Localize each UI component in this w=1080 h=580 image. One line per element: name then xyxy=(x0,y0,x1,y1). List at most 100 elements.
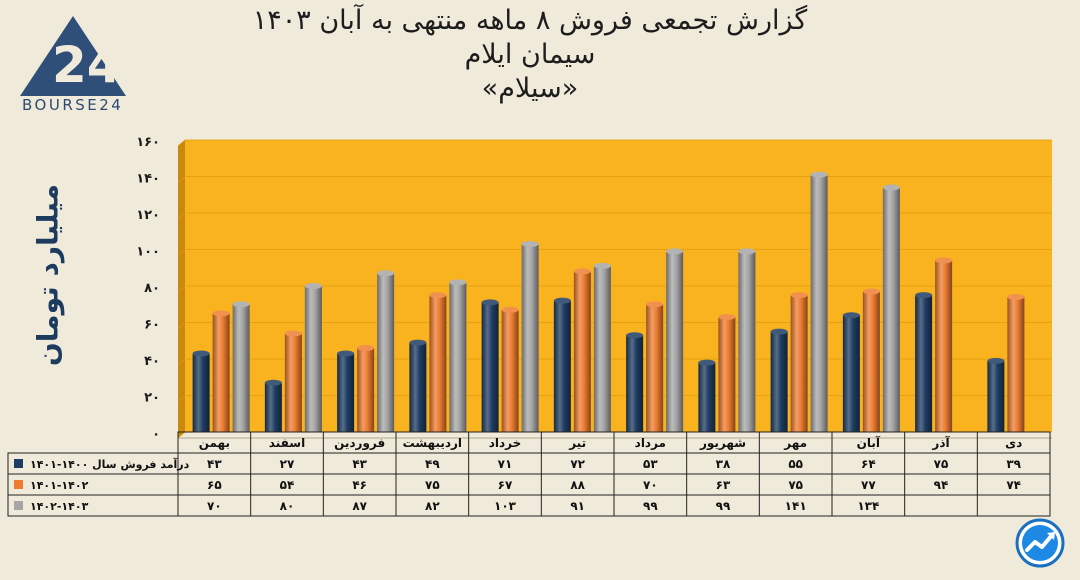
bar-body xyxy=(284,333,302,432)
data-label: ۴۶ xyxy=(352,478,367,492)
bar xyxy=(842,312,860,432)
data-label: ۱۳۴ xyxy=(857,499,879,513)
bourse24-logo-icon: 24 xyxy=(20,16,126,96)
data-label: ۹۴ xyxy=(934,478,949,492)
bar xyxy=(646,301,664,432)
bar-top xyxy=(553,297,571,304)
data-label: ۷۴ xyxy=(1006,478,1021,492)
bar-body xyxy=(770,331,788,432)
gridline-side xyxy=(177,395,186,402)
bar-top xyxy=(810,171,828,178)
bar-body xyxy=(718,317,736,432)
bar-body xyxy=(192,353,210,432)
bar xyxy=(553,297,571,432)
bar-body xyxy=(573,271,591,432)
bar xyxy=(481,299,499,432)
bar-body xyxy=(915,295,933,432)
bar xyxy=(698,359,716,432)
x-tick-label: آبان xyxy=(857,435,881,450)
data-label: ۸۰ xyxy=(280,499,295,513)
bar-body xyxy=(987,360,1005,432)
y-tick-label: ۱۴۰ xyxy=(136,172,160,187)
bar-body xyxy=(593,265,611,432)
bar xyxy=(738,248,756,432)
x-tick-label: مرداد xyxy=(635,436,666,450)
bar-top xyxy=(409,339,427,346)
data-label: ۱۰۳ xyxy=(494,499,517,513)
bar xyxy=(501,306,519,432)
gridline-side xyxy=(177,249,186,256)
bar xyxy=(409,339,427,432)
gridline-side xyxy=(177,285,186,293)
bar xyxy=(337,350,355,432)
bar-body xyxy=(304,286,322,432)
bar-body xyxy=(409,342,427,432)
x-tick-label: دی xyxy=(1005,436,1022,450)
bar-top xyxy=(212,310,230,317)
x-tick-label: فروردین xyxy=(334,436,385,451)
y-tick-label: ۲۰ xyxy=(144,391,160,406)
bar-top xyxy=(284,330,302,337)
bar xyxy=(521,241,539,432)
bar xyxy=(212,310,230,432)
bar-top xyxy=(790,292,808,299)
bar xyxy=(915,292,933,432)
bar-top xyxy=(481,299,499,306)
bar-body xyxy=(377,273,395,432)
bar-body xyxy=(429,295,447,432)
bar xyxy=(718,314,736,432)
bar xyxy=(377,270,395,432)
data-label: ۱۴۱ xyxy=(785,499,807,513)
x-tick-label: مهر xyxy=(783,436,807,450)
bar-top xyxy=(337,350,355,357)
bar-top xyxy=(449,279,467,286)
y-tick-label: ۱۲۰ xyxy=(136,208,160,223)
data-label: ۳۸ xyxy=(716,457,731,471)
bar-body xyxy=(521,244,539,432)
bar-top xyxy=(377,270,395,277)
data-label: ۹۹ xyxy=(643,499,658,513)
y-tick-label: ۶۰ xyxy=(144,318,160,333)
bar-top xyxy=(626,332,644,339)
x-tick-label: خرداد xyxy=(489,436,522,450)
bar-body xyxy=(790,295,808,432)
bar-top xyxy=(501,306,519,313)
data-label: ۸۷ xyxy=(352,499,367,513)
bar-top xyxy=(357,345,375,352)
bar xyxy=(429,292,447,432)
y-tick-label: ۴۰ xyxy=(144,354,160,369)
bar-top xyxy=(521,241,539,248)
x-tick-label: شهریور xyxy=(699,436,746,451)
bar-body xyxy=(738,251,756,432)
x-tick-label: اردیبهشت xyxy=(403,436,462,450)
bar-top xyxy=(192,350,210,357)
x-tick-label: بهمن xyxy=(199,436,230,450)
bar-body xyxy=(626,335,644,432)
data-label: ۹۹ xyxy=(716,499,731,513)
bar-body xyxy=(212,313,230,432)
bar-body xyxy=(666,251,684,432)
data-label: ۷۰ xyxy=(207,499,222,513)
bar xyxy=(666,248,684,432)
bar-body xyxy=(264,382,282,432)
bar-top xyxy=(593,262,611,269)
bar-body xyxy=(553,300,571,432)
trending-up-chart-icon xyxy=(1015,518,1065,568)
bar-top xyxy=(862,288,880,295)
bar xyxy=(232,301,250,432)
bar-top xyxy=(1007,293,1025,300)
title-line-3: «سیلام» xyxy=(481,73,579,104)
data-label: ۷۵ xyxy=(934,457,949,471)
x-tick-label: اسفند xyxy=(269,436,305,450)
bar-body xyxy=(1007,296,1025,432)
gridline-side xyxy=(177,322,186,329)
gridline-side xyxy=(177,358,186,366)
data-label: ۷۷ xyxy=(861,478,876,492)
bar xyxy=(770,328,788,432)
bar xyxy=(449,279,467,432)
y-tick-label: ۱۶۰ xyxy=(136,135,160,150)
bar xyxy=(264,379,282,432)
gridline-side xyxy=(177,431,186,439)
bar xyxy=(357,345,375,432)
